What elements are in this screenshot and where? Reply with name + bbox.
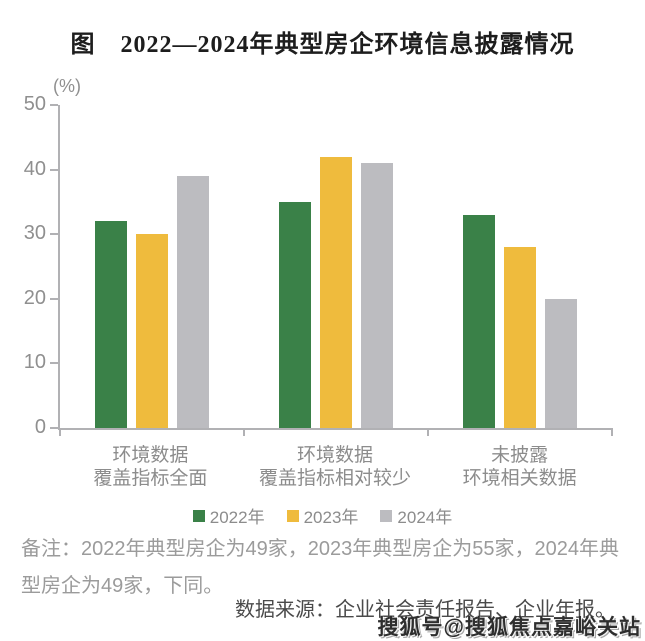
bar-2023年-category-2 — [320, 156, 352, 428]
y-axis-tick — [50, 233, 58, 236]
legend-item-2024年: 2024年 — [380, 503, 452, 528]
legend-label: 2023年 — [303, 508, 359, 527]
note-text: 备注：2022年典型房企为49家，2023年典型房企为55家，2024年典型房企… — [21, 538, 619, 597]
x-axis-tick — [611, 428, 613, 436]
bar-2023年-category-3 — [504, 247, 536, 428]
bar-2022年-category-3 — [463, 214, 495, 428]
plot-area: 0 10 20 30 40 50 — [24, 94, 613, 437]
legend-swatch-icon — [380, 509, 393, 522]
y-axis-tick — [50, 104, 58, 106]
y-axis-unit-label: (%) — [53, 76, 81, 96]
bar-2024年-category-1 — [177, 176, 209, 428]
y-axis-tick-label: 10 — [23, 351, 46, 374]
bar-2023年-category-1 — [136, 234, 168, 428]
bar-2024年-category-2 — [361, 163, 393, 428]
y-axis-tick — [50, 427, 58, 429]
x-axis-labels: 环境数据 覆盖指标全面 环境数据 覆盖指标相对较少 未披露 环境相关数据 — [58, 444, 612, 490]
y-axis-tick — [50, 362, 58, 365]
bar-2022年-category-2 — [279, 201, 311, 428]
chart-title: 图 2022—2024年典型房企环境信息披露情况 — [70, 32, 575, 58]
y-axis-tick-label: 0 — [34, 416, 46, 438]
category-label: 环境数据 覆盖指标相对较少 — [259, 445, 412, 490]
legend-item-2022年: 2022年 — [192, 503, 265, 528]
x-axis-tick — [59, 428, 61, 436]
y-axis-tick-label: 40 — [23, 157, 46, 180]
x-axis-tick — [242, 428, 245, 436]
category-label: 环境数据 覆盖指标全面 — [93, 445, 208, 490]
legend-label: 2024年 — [397, 508, 453, 527]
y-axis-tick-label: 50 — [23, 93, 46, 115]
watermark-text: 搜狐号@搜狐焦点嘉峪关站 — [377, 616, 641, 639]
source-text: 数据来源：企业社会责任报告、企业年报。 — [235, 599, 615, 621]
x-axis-tick — [426, 428, 429, 436]
legend-label: 2022年 — [209, 508, 265, 527]
legend-swatch-icon — [192, 509, 205, 522]
y-axis-tick — [50, 297, 58, 300]
category-label: 未披露 环境相关数据 — [462, 445, 577, 490]
legend-item-2023年: 2023年 — [286, 503, 359, 528]
bar-2022年-category-1 — [95, 221, 127, 428]
y-axis-tick-label: 20 — [23, 286, 46, 309]
y-axis-tick-label: 30 — [23, 222, 46, 245]
legend: 2022年 2023年 2024年 — [0, 503, 645, 528]
y-axis-tick — [50, 168, 58, 171]
legend-swatch-icon — [286, 509, 299, 522]
bar-2024年-category-3 — [545, 298, 577, 428]
